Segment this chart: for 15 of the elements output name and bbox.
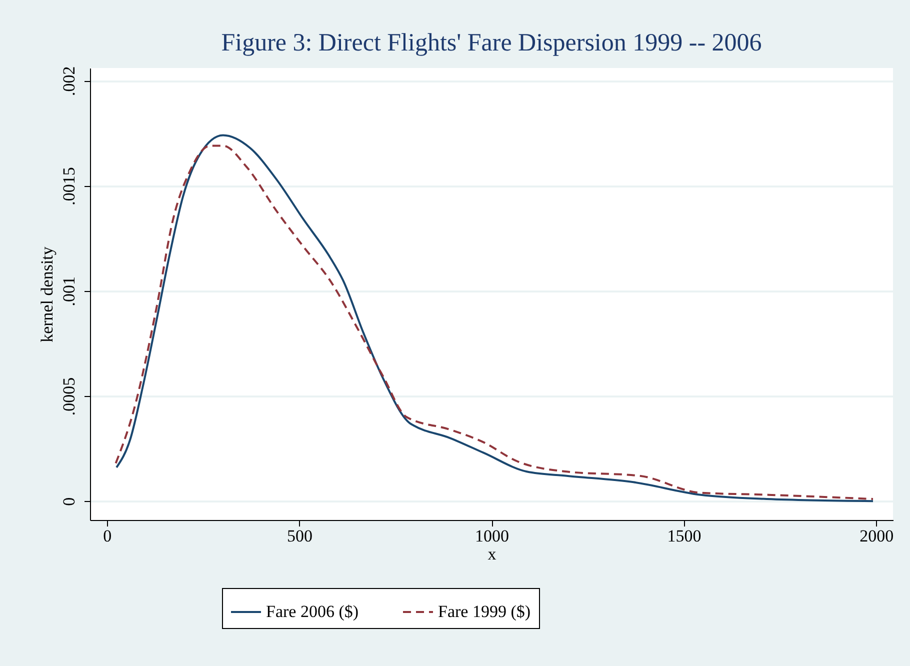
x-tick-label: 500 — [286, 526, 312, 546]
legend-label: Fare 1999 ($) — [438, 602, 531, 621]
x-tick-label: 2000 — [860, 526, 894, 546]
y-tick-label: .001 — [60, 276, 78, 306]
x-tick-label: 1000 — [475, 526, 509, 546]
chart-title: Figure 3: Direct Flights' Fare Dispersion 1999 -- 2006 — [221, 30, 762, 57]
y-tick-label: .0015 — [60, 167, 78, 206]
x-tick-label: 1500 — [667, 526, 702, 546]
y-axis-title: kernel density — [38, 246, 56, 342]
y-tick-label: 0 — [60, 497, 78, 506]
y-tick-label: .0005 — [60, 377, 78, 416]
x-tick-label: 0 — [103, 526, 112, 546]
x-axis-title: x — [488, 544, 497, 564]
y-tick-label: .002 — [60, 66, 78, 96]
legend-label: Fare 2006 ($) — [266, 602, 359, 621]
